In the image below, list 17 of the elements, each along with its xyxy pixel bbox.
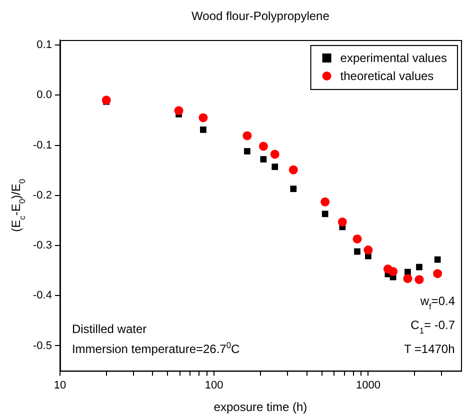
y-tick-label: -0.3 — [32, 240, 52, 252]
x-tick-label: 100 — [204, 379, 224, 392]
x-tick-label: 10 — [54, 379, 66, 392]
y-tick-label: -0.2 — [32, 189, 52, 202]
legend-label: theoretical values — [340, 69, 434, 83]
y-tick-label: 0.0 — [36, 89, 52, 102]
legend-label: experimental values — [340, 51, 448, 65]
x-axis-title: exposure time (h) — [214, 400, 308, 414]
x-tick-label: 1000 — [356, 379, 380, 392]
y-tick-label: 0.1 — [36, 39, 52, 52]
y-tick-label: -0.1 — [32, 139, 52, 152]
y-tick-label: -0.5 — [32, 340, 52, 352]
annotation: Distilled water — [72, 322, 147, 336]
y-tick-label: -0.4 — [32, 290, 52, 302]
annotation: T =1470h — [404, 342, 455, 356]
chart-title: Wood flour-Polypropylene — [192, 9, 330, 23]
y-axis-title: (Ec-E0)/E0 — [9, 178, 27, 232]
